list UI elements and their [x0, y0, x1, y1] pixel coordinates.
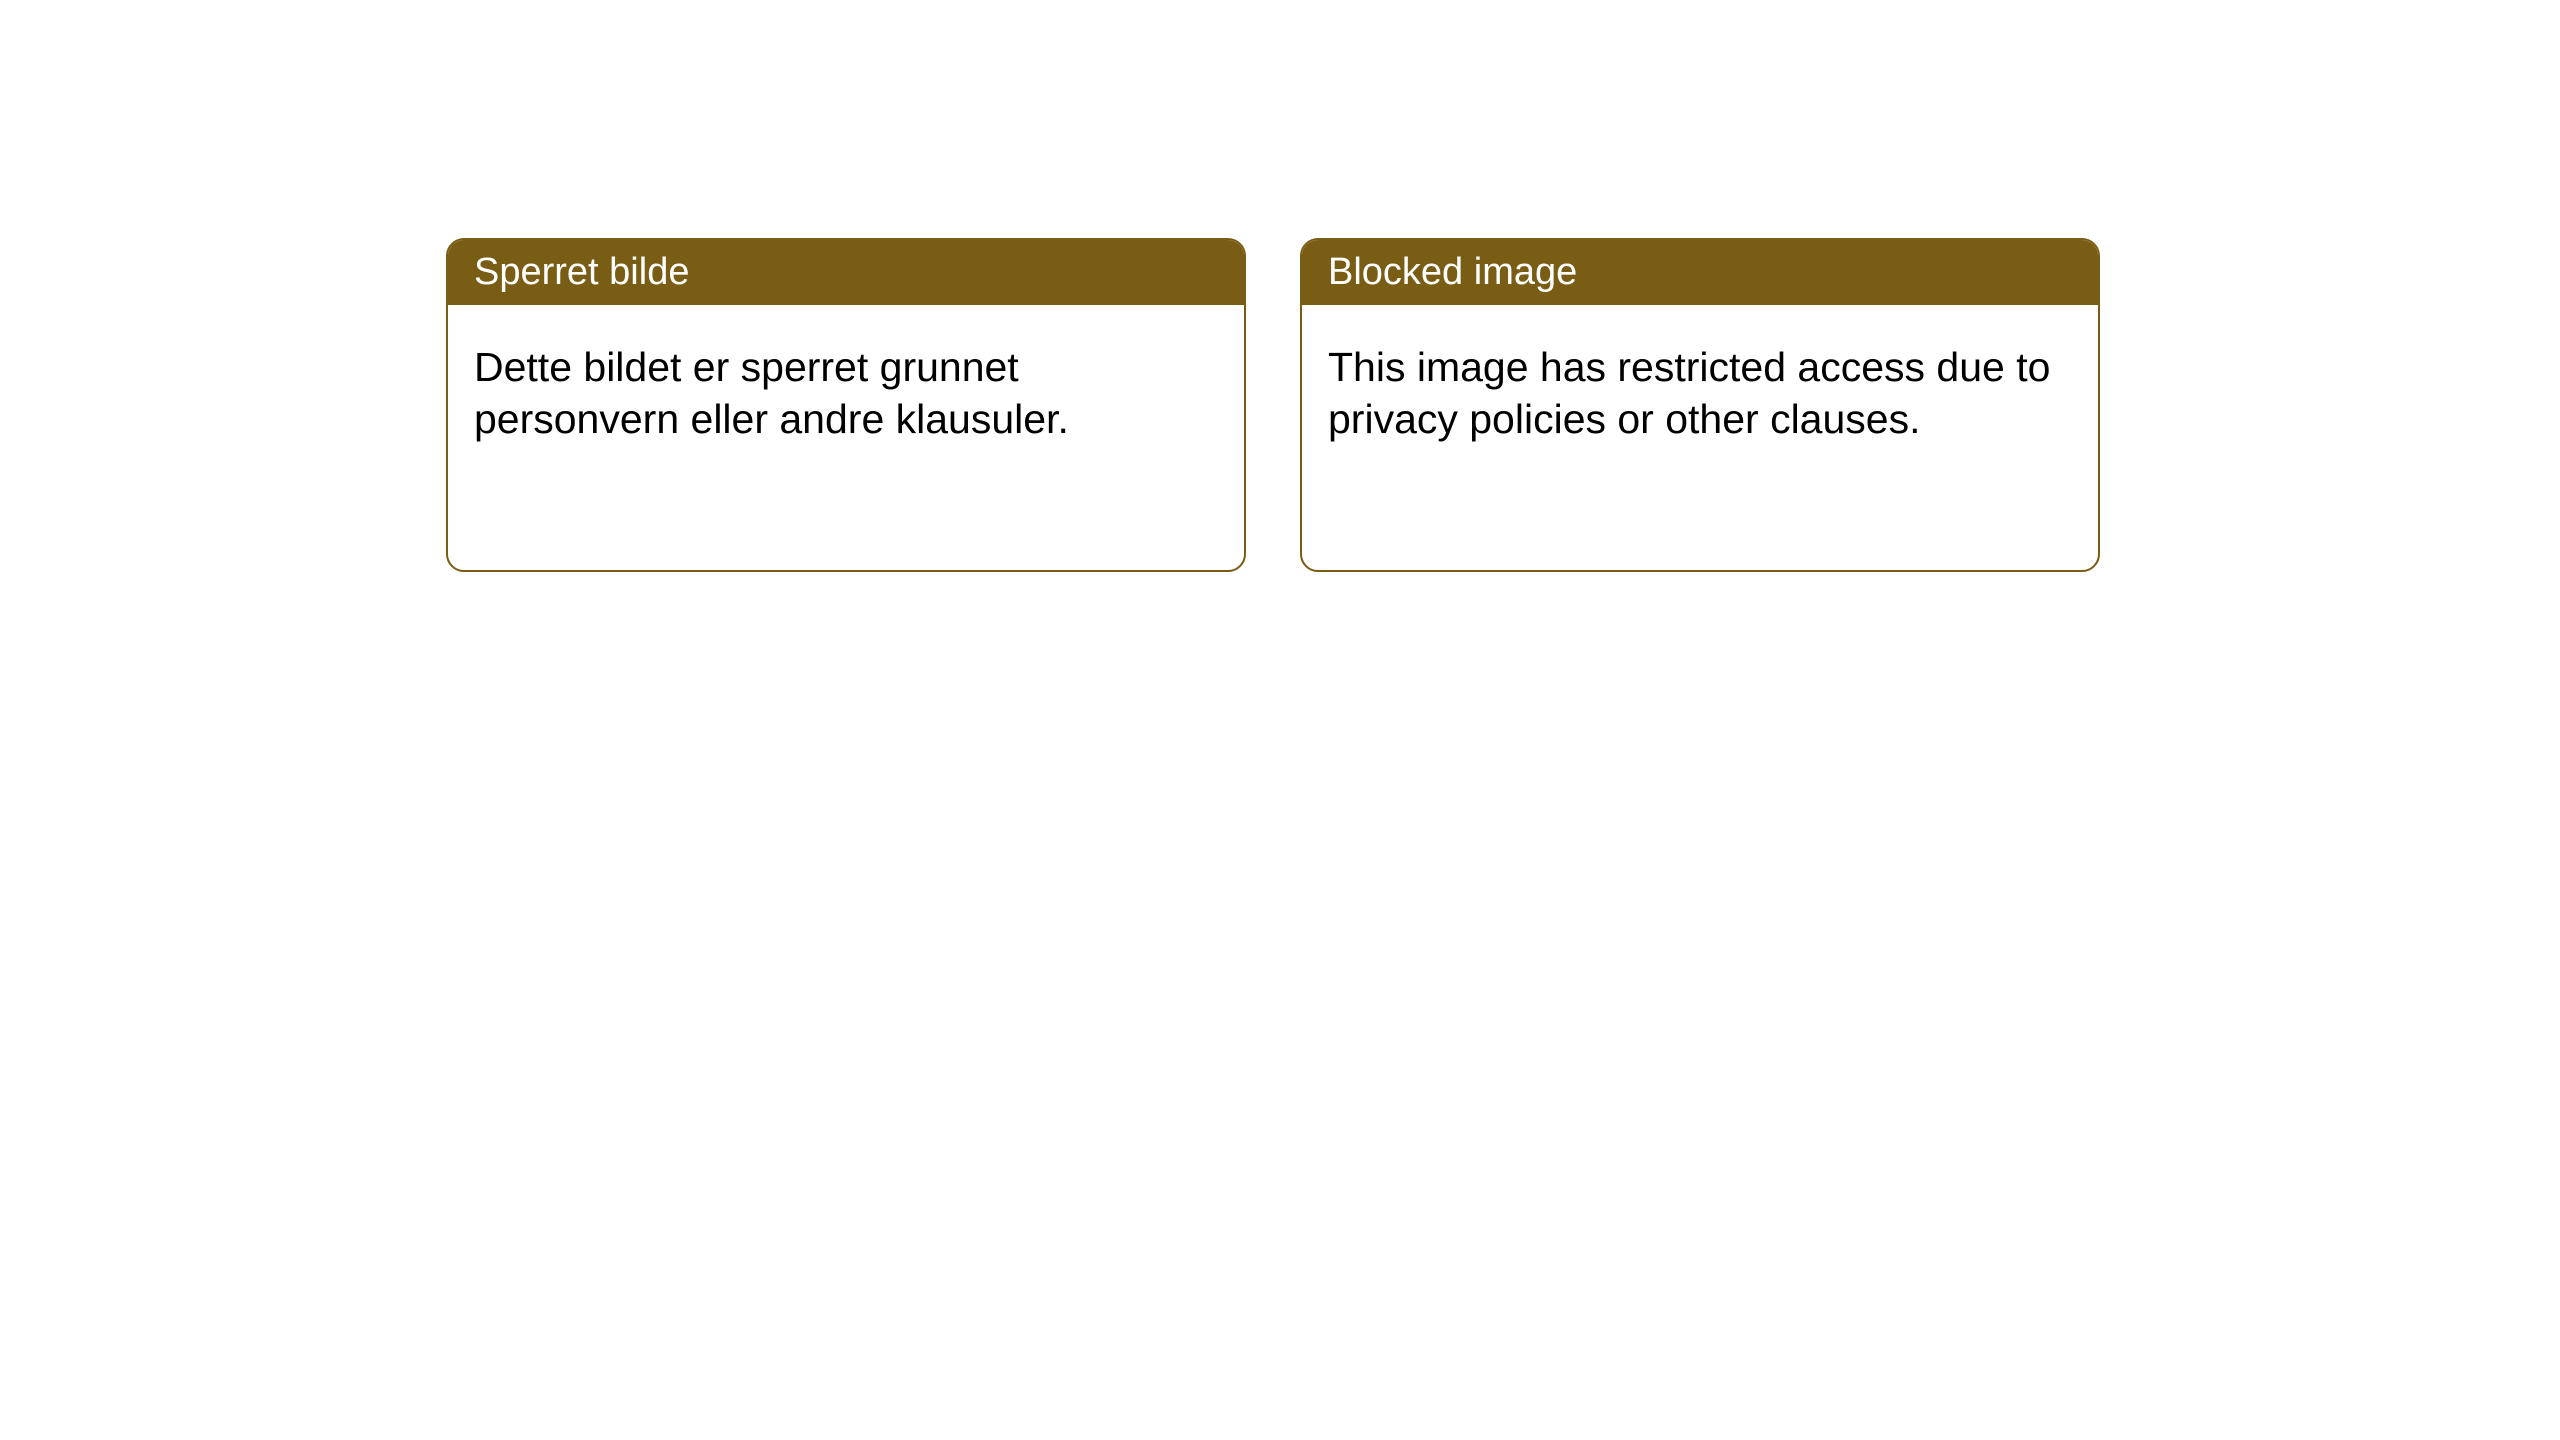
notice-header: Blocked image [1302, 240, 2098, 305]
notice-message: Dette bildet er sperret grunnet personve… [474, 344, 1069, 442]
notice-body: This image has restricted access due to … [1302, 305, 2098, 482]
notice-body: Dette bildet er sperret grunnet personve… [448, 305, 1244, 482]
notice-card-english: Blocked image This image has restricted … [1300, 238, 2100, 572]
notice-title: Sperret bilde [474, 251, 689, 293]
notice-message: This image has restricted access due to … [1328, 344, 2050, 442]
notice-container: Sperret bilde Dette bildet er sperret gr… [446, 238, 2100, 572]
notice-card-norwegian: Sperret bilde Dette bildet er sperret gr… [446, 238, 1246, 572]
notice-title: Blocked image [1328, 251, 1577, 293]
notice-header: Sperret bilde [448, 240, 1244, 305]
